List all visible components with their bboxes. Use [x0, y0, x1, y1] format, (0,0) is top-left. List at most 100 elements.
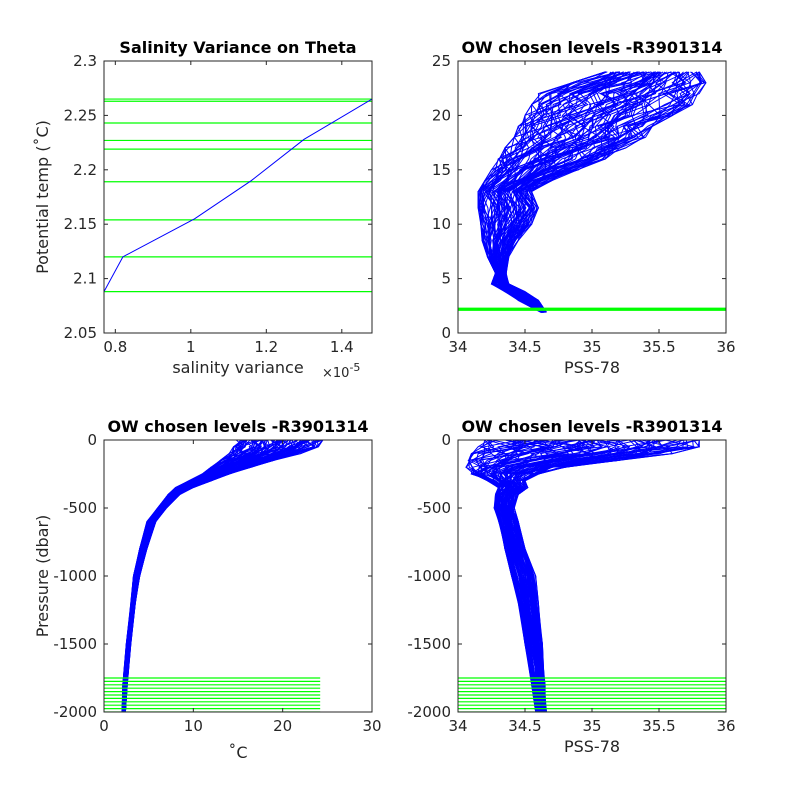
- plot-area: [104, 440, 324, 712]
- profile-line: [124, 440, 319, 712]
- profile-line: [121, 440, 247, 712]
- chart-title: Salinity Variance on Theta: [119, 38, 356, 57]
- x-tick-label: 0.8: [103, 338, 127, 356]
- y-tick-label: 2.2: [73, 161, 97, 179]
- profile-line: [513, 440, 700, 712]
- profile-line: [123, 440, 304, 712]
- y-tick-label: 5: [441, 270, 451, 288]
- x-tick-label: 10: [184, 717, 203, 735]
- y-tick-label: 0: [441, 431, 451, 449]
- profile-line: [503, 71, 691, 313]
- profile-line: [124, 440, 318, 712]
- profile-line: [508, 440, 639, 712]
- x-tick-label: 34.5: [508, 338, 541, 356]
- profile-line: [124, 440, 311, 712]
- x-tick-label: 34.5: [508, 717, 541, 735]
- chart-title: OW chosen levels -R3901314: [461, 417, 722, 436]
- x-tick-label: 35.5: [642, 338, 675, 356]
- profile-line: [124, 440, 314, 712]
- y-tick-label: 10: [432, 215, 451, 233]
- profile-line: [124, 440, 303, 712]
- x-tick-label: 34: [448, 338, 467, 356]
- profile-line: [124, 440, 315, 712]
- profile-line: [123, 440, 302, 712]
- x-tick-label: 1: [186, 338, 196, 356]
- profile-line: [123, 440, 310, 712]
- profile-line: [123, 440, 305, 712]
- profile-line: [121, 440, 248, 712]
- x-tick-label: 35.5: [642, 717, 675, 735]
- y-tick-label: -1500: [407, 635, 451, 653]
- x-tick-label: 35: [582, 338, 601, 356]
- x-tick-label: 36: [716, 717, 735, 735]
- profile-line: [512, 440, 700, 712]
- y-tick-label: 2.1: [73, 270, 97, 288]
- variance-line: [104, 98, 372, 292]
- y-tick-label: 2.25: [64, 106, 97, 124]
- chart-title: OW chosen levels -R3901314: [461, 38, 722, 57]
- panel-salinity-variance: 0.8 1 1.2 1.4 2.05 2.1 2.15 2.2 2.25 2.3 Salinity …: [33, 38, 373, 381]
- x-tick-label: 1.2: [254, 338, 278, 356]
- axes-box: [103, 439, 373, 713]
- profile-line: [498, 71, 655, 313]
- y-tick-label: 15: [432, 161, 451, 179]
- profile-line: [493, 71, 647, 313]
- profile-line: [123, 440, 309, 712]
- panel-pressure-vs-salinity: 34 34.5 35 35.5 36 -2000 -1500 -1000 -500 0 OW cho…: [407, 417, 735, 756]
- profile-line: [124, 440, 305, 712]
- profile-line: [124, 440, 307, 712]
- profile-line: [121, 440, 245, 712]
- y-tick-label: 2.3: [73, 52, 97, 70]
- x-tick-label: 34: [448, 717, 467, 735]
- x-tick-label: 35: [582, 717, 601, 735]
- y-tick-label: -500: [63, 499, 97, 517]
- x-tick-label: 0: [99, 717, 109, 735]
- profile-line: [124, 440, 324, 712]
- x-axis-label: PSS-78: [564, 358, 620, 377]
- y-tick-label: -2000: [407, 703, 451, 721]
- x-axis-multiplier-exponent: -5: [349, 361, 360, 374]
- profile-line: [124, 440, 317, 712]
- profile-line: [475, 440, 550, 712]
- plot-area: [458, 71, 726, 313]
- x-axis-multiplier: ×10-5: [322, 361, 360, 381]
- profile-line: [121, 440, 246, 712]
- profile-line: [124, 440, 321, 712]
- profile-line: [124, 440, 324, 712]
- y-tick-label: -500: [417, 499, 451, 517]
- x-tick-label: 30: [362, 717, 381, 735]
- profile-line: [121, 440, 251, 712]
- profile-line: [492, 71, 640, 313]
- profile-line: [122, 440, 247, 712]
- x-tick-label: 20: [273, 717, 292, 735]
- profile-line: [121, 440, 247, 712]
- y-tick-label: -2000: [53, 703, 97, 721]
- profile-line: [124, 440, 306, 712]
- y-tick-label: 2.05: [64, 324, 97, 342]
- x-axis-label: salinity variance: [172, 358, 303, 377]
- profile-line: [490, 71, 621, 313]
- x-tick-label: 36: [716, 338, 735, 356]
- profile-line: [121, 440, 248, 712]
- profile-line: [482, 71, 631, 313]
- panel-pressure-vs-temperature: 0 10 20 30 -2000 -1500 -1000 -500 0 OW chosen lev…: [33, 417, 382, 762]
- profile-line: [121, 440, 246, 712]
- profile-line: [124, 440, 306, 712]
- y-tick-label: 20: [432, 106, 451, 124]
- profile-line: [121, 440, 243, 712]
- profile-line: [505, 71, 702, 313]
- y-tick-label: -1500: [53, 635, 97, 653]
- profile-line: [124, 440, 316, 712]
- y-tick-label: 0: [87, 431, 97, 449]
- y-tick-label: 25: [432, 52, 451, 70]
- axes-box: [103, 60, 373, 334]
- profile-line: [123, 440, 304, 712]
- profile-line: [124, 440, 324, 712]
- profile-line: [122, 440, 253, 712]
- y-axis-label: Potential temp (˚C): [33, 120, 52, 274]
- profile-line: [123, 440, 307, 712]
- profile-line: [121, 440, 246, 712]
- y-axis-label: Pressure (dbar): [33, 515, 52, 638]
- profile-line: [124, 440, 324, 712]
- x-tick-label: 1.4: [330, 338, 354, 356]
